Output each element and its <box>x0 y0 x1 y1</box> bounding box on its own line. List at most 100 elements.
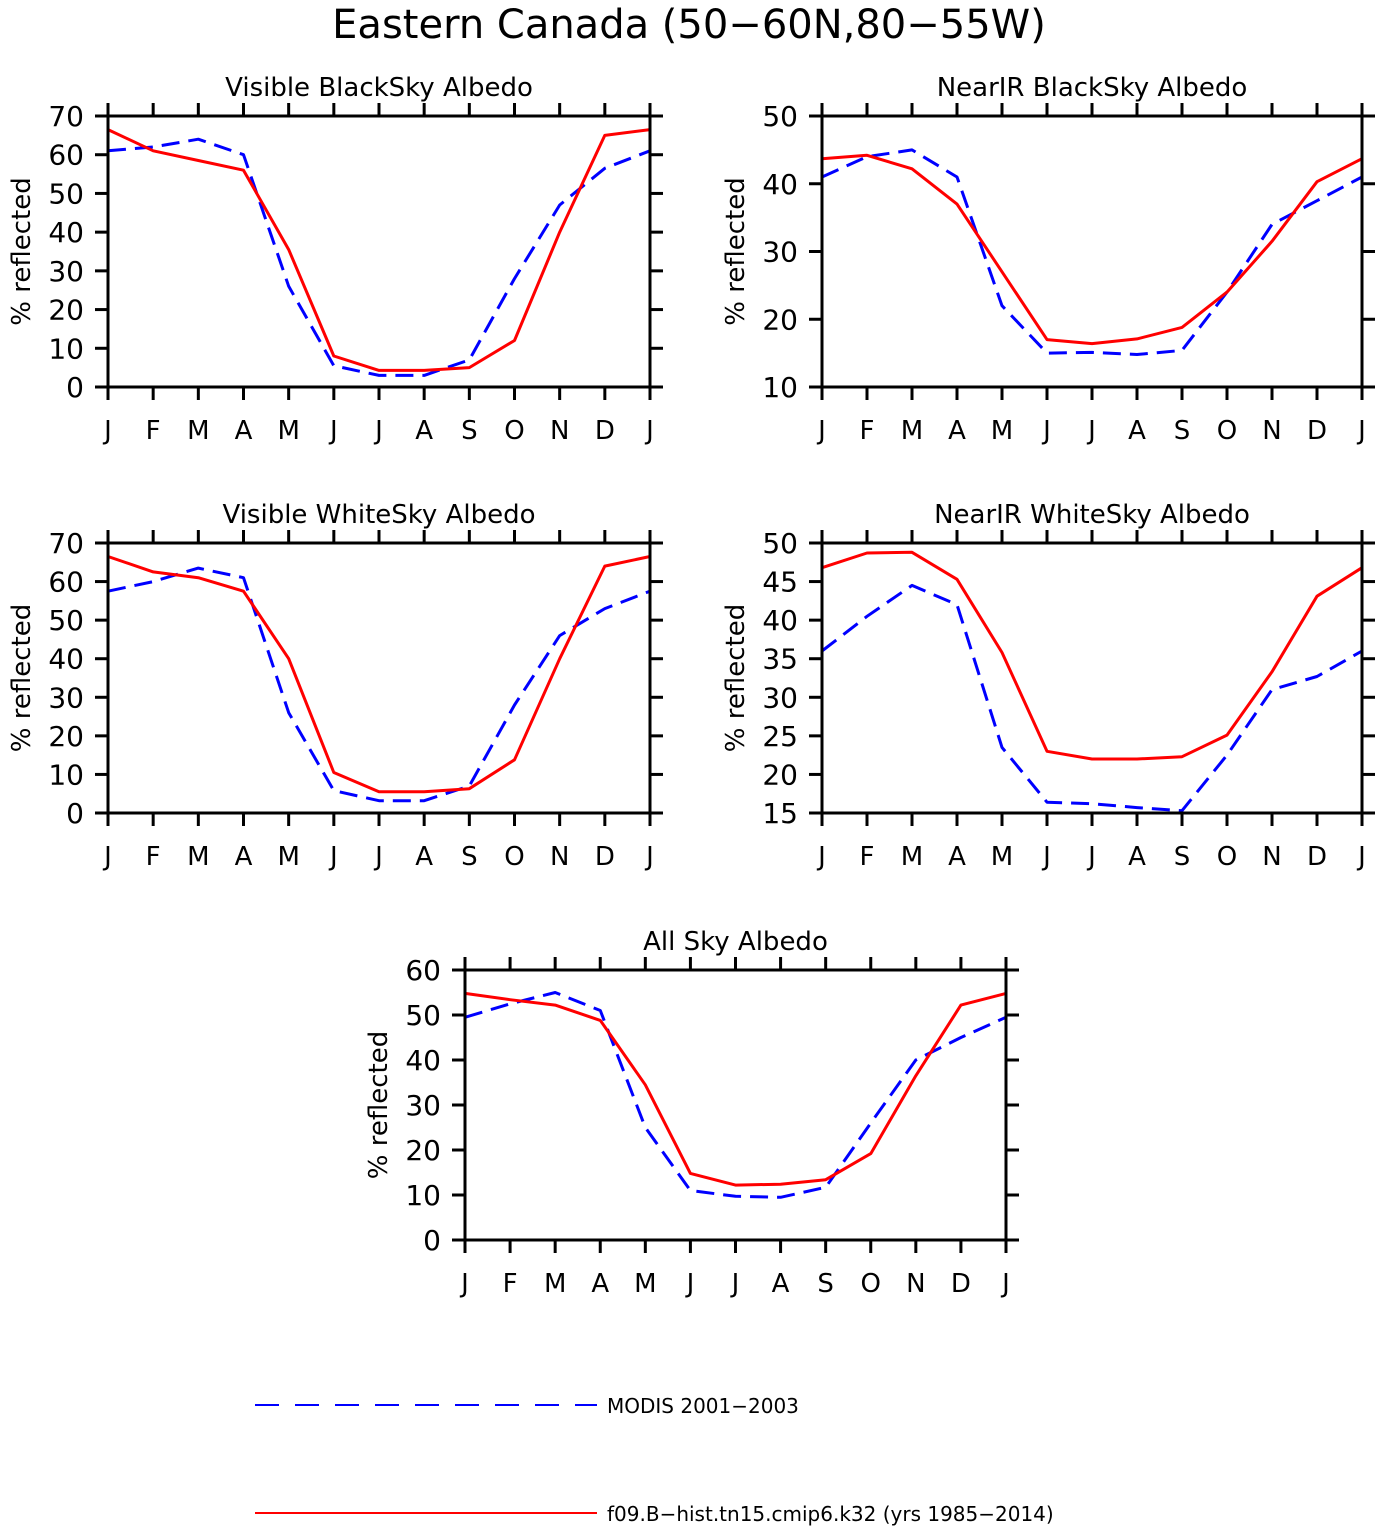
x-tick-label: F <box>146 842 161 872</box>
x-tick-label: J <box>328 842 338 872</box>
series-line-modis <box>464 991 1007 1199</box>
x-tick-label: J <box>730 1269 740 1299</box>
x-tick-label: F <box>860 842 875 872</box>
y-tick-label: 40 <box>762 604 798 637</box>
x-tick-label: J <box>459 1269 469 1299</box>
x-tick-label: A <box>1128 842 1146 872</box>
y-tick-label: 25 <box>762 720 798 753</box>
x-tick-label: A <box>948 416 966 446</box>
y-tick-label: 10 <box>48 758 84 791</box>
x-tick-label: J <box>644 416 654 446</box>
y-tick-label: 0 <box>66 371 84 404</box>
y-tick-label: 20 <box>48 294 84 327</box>
x-tick-label: D <box>595 842 615 872</box>
x-tick-label: N <box>906 1269 925 1299</box>
y-axis-label: % reflected <box>7 604 37 752</box>
series-line-model <box>107 555 651 794</box>
y-tick-label: 30 <box>762 236 798 269</box>
legend: MODIS 2001−2003 f09.B−hist.tn15.cmip6.k3… <box>255 1394 1054 1526</box>
series-line-model <box>464 991 1007 1187</box>
y-tick-label: 0 <box>423 1224 441 1257</box>
y-tick-label: 50 <box>405 999 441 1032</box>
x-tick-label: D <box>951 1269 971 1299</box>
y-tick-label: 60 <box>48 566 84 599</box>
x-tick-label: J <box>1356 842 1366 872</box>
x-tick-label: D <box>1307 416 1327 446</box>
x-tick-label: O <box>504 842 524 872</box>
x-tick-label: J <box>373 842 383 872</box>
x-tick-label: J <box>328 416 338 446</box>
plot-frame <box>820 541 1364 815</box>
x-tick-label: M <box>901 842 923 872</box>
x-tick-label: J <box>816 416 826 446</box>
series-line-modis <box>821 583 1363 813</box>
x-tick-label: O <box>861 1269 881 1299</box>
y-tick-label: 50 <box>48 604 84 637</box>
x-tick-label: S <box>461 416 478 446</box>
series-line-modis <box>107 566 651 803</box>
x-tick-label: J <box>1086 842 1096 872</box>
x-tick-label: J <box>816 842 826 872</box>
y-tick-label: 40 <box>48 643 84 676</box>
plot-frame <box>463 968 1008 1242</box>
y-tick-label: 50 <box>762 100 798 133</box>
series-line-model <box>821 550 1363 761</box>
x-tick-label: S <box>1174 842 1191 872</box>
x-tick-label: A <box>235 416 253 446</box>
x-tick-label: N <box>550 842 569 872</box>
x-tick-label: J <box>644 842 654 872</box>
panel-title: Visible WhiteSky Albedo <box>222 500 535 530</box>
x-tick-label: S <box>461 842 478 872</box>
x-tick-label: J <box>102 842 112 872</box>
x-tick-label: M <box>277 416 299 446</box>
x-tick-label: M <box>991 842 1013 872</box>
x-tick-label: M <box>544 1269 566 1299</box>
y-tick-label: 60 <box>405 954 441 987</box>
plot-frame <box>820 114 1364 389</box>
y-axis-label: % reflected <box>721 177 751 325</box>
x-tick-label: A <box>235 842 253 872</box>
y-tick-label: 35 <box>762 643 798 676</box>
x-tick-label: O <box>1217 416 1237 446</box>
x-tick-label: M <box>634 1269 656 1299</box>
y-tick-label: 10 <box>48 332 84 365</box>
x-tick-label: M <box>277 842 299 872</box>
x-tick-label: A <box>1128 416 1146 446</box>
y-tick-label: 20 <box>48 720 84 753</box>
y-tick-label: 20 <box>405 1134 441 1167</box>
x-tick-label: S <box>1174 416 1191 446</box>
y-tick-label: 30 <box>48 681 84 714</box>
x-tick-label: A <box>948 842 966 872</box>
x-tick-label: J <box>1041 842 1051 872</box>
y-tick-label: 0 <box>66 797 84 830</box>
legend-label-model: f09.B−hist.tn15.cmip6.k32 (yrs 1985−2014… <box>607 1502 1054 1526</box>
plot-frame <box>106 541 652 815</box>
x-tick-label: F <box>503 1269 518 1299</box>
x-tick-label: J <box>1356 416 1366 446</box>
x-tick-label: N <box>1262 842 1281 872</box>
panel-title: Visible BlackSky Albedo <box>225 73 533 103</box>
x-tick-label: D <box>1307 842 1327 872</box>
x-tick-label: O <box>1217 842 1237 872</box>
x-tick-label: N <box>550 416 569 446</box>
y-axis-label: % reflected <box>7 177 37 325</box>
x-tick-label: O <box>504 416 524 446</box>
x-tick-label: M <box>187 416 209 446</box>
x-tick-label: M <box>901 416 923 446</box>
x-tick-label: D <box>595 416 615 446</box>
y-tick-label: 30 <box>762 681 798 714</box>
y-tick-label: 30 <box>48 255 84 288</box>
y-tick-label: 30 <box>405 1089 441 1122</box>
y-tick-label: 40 <box>405 1044 441 1077</box>
y-tick-label: 50 <box>48 177 84 210</box>
y-tick-label: 70 <box>48 527 84 560</box>
x-tick-label: A <box>772 1269 790 1299</box>
y-tick-label: 10 <box>405 1179 441 1212</box>
y-axis-label: % reflected <box>364 1031 394 1179</box>
y-tick-label: 15 <box>762 797 798 830</box>
plot-frame <box>106 114 652 389</box>
